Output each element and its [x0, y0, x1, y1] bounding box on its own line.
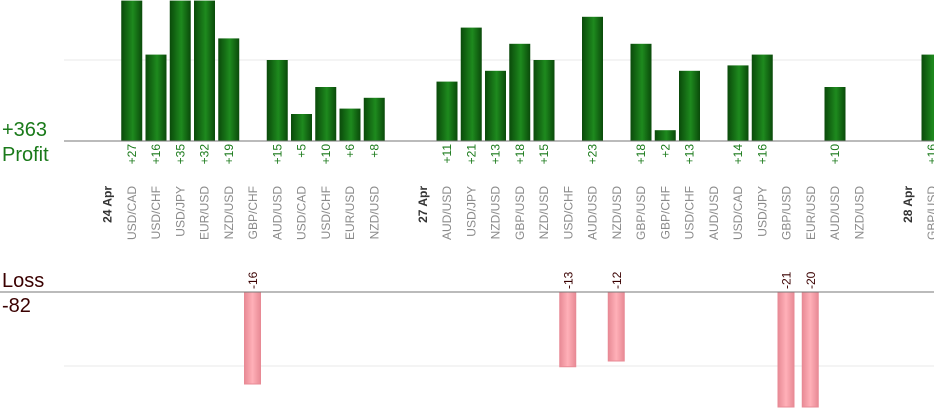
profit-bar	[460, 27, 482, 142]
profit-bar	[291, 114, 312, 141]
profit-bar	[218, 38, 240, 141]
category-label: NZD/USD	[610, 186, 624, 240]
category-label: USD/CHF	[319, 186, 333, 239]
profit-value-label: +18	[634, 144, 648, 165]
profit-bar	[194, 0, 215, 141]
category-label: USD/CAD	[295, 186, 309, 240]
loss-value-label: -12	[610, 271, 624, 289]
category-label: USD/CAD	[125, 186, 139, 240]
category-label: NZD/USD	[489, 186, 503, 240]
profit-value-label: +5	[295, 144, 309, 158]
profit-bar	[824, 87, 846, 141]
profit-bar	[121, 0, 143, 141]
category-label: NZD/USD	[852, 186, 866, 240]
profit-value-label: +21	[464, 144, 478, 165]
loss-value-label: -13	[561, 271, 575, 289]
loss-bar	[777, 291, 795, 408]
category-label: AUD/USD	[828, 186, 842, 240]
category-label: NZD/USD	[222, 186, 236, 240]
profit-bar	[679, 70, 700, 141]
category-label: GBP/USD	[925, 186, 934, 240]
profit-value-label: +27	[125, 144, 139, 165]
profit-value-label: +19	[222, 144, 236, 165]
loss-bar	[607, 291, 625, 362]
profit-value-label: +23	[586, 144, 600, 165]
profit-bar	[315, 87, 337, 141]
profit-value-label: +6	[343, 144, 357, 158]
category-label: AUD/USD	[440, 186, 454, 240]
loss-value-label: -21	[780, 271, 794, 289]
profit-value-label: +10	[319, 144, 333, 165]
profit-bar	[751, 54, 773, 141]
category-label: EUR/USD	[343, 186, 357, 240]
category-label: USD/CHF	[149, 186, 163, 239]
profit-value-label: +32	[198, 144, 212, 165]
total-loss-value: -82	[2, 295, 31, 317]
profit-value-label: +11	[440, 144, 454, 164]
profit-bar	[436, 81, 458, 141]
loss-bar	[244, 291, 261, 385]
profit-bar	[727, 65, 749, 141]
category-label: GBP/USD	[634, 186, 648, 240]
profit-value-label: +35	[173, 144, 187, 165]
category-label: GBP/CHF	[658, 186, 672, 239]
profit-bar	[630, 43, 652, 141]
category-label: AUD/USD	[586, 186, 600, 240]
category-label: NZD/USD	[537, 186, 551, 240]
profit-value-label: +14	[731, 144, 745, 165]
profit-value-label: +13	[683, 144, 697, 165]
loss-bar	[559, 291, 577, 368]
profit-bar	[339, 108, 361, 141]
total-profit-value: +363	[2, 119, 48, 141]
profit-bar	[266, 60, 288, 141]
profit-bar	[363, 97, 385, 141]
category-label: EUR/USD	[198, 186, 212, 240]
profit-value-label: +16	[149, 144, 163, 165]
profit-value-label: +15	[270, 144, 284, 165]
profit-bar	[485, 70, 506, 141]
category-label: NZD/USD	[367, 186, 381, 240]
profit-value-label: +2	[658, 144, 672, 158]
profit-value-label: +16	[925, 144, 934, 165]
profit-bar	[582, 16, 603, 141]
profit-value-label: +16	[755, 144, 769, 165]
category-label: USD/JPY	[464, 186, 478, 237]
profit-bar	[145, 54, 167, 141]
category-label: GBP/CHF	[246, 186, 260, 239]
category-label: USD/JPY	[173, 186, 187, 237]
category-label: EUR/USD	[804, 186, 818, 240]
profit-label: Profit	[2, 144, 49, 166]
profit-bar	[921, 54, 934, 141]
profit-bar	[509, 43, 531, 141]
loss-value-label: -16	[246, 271, 260, 289]
profit-bar	[533, 60, 555, 141]
category-label: USD/CAD	[731, 186, 745, 240]
loss-bar	[801, 291, 819, 408]
date-label: 28 Apr	[901, 186, 915, 223]
loss-value-label: -20	[804, 271, 818, 289]
profit-value-label: +15	[537, 144, 551, 165]
category-label: USD/CHF	[561, 186, 575, 239]
profit-value-label: +10	[828, 144, 842, 165]
category-label: USD/JPY	[755, 186, 769, 237]
category-label: GBP/USD	[513, 186, 527, 240]
loss-label: Loss	[2, 270, 45, 292]
date-label: 27 Apr	[416, 186, 430, 223]
category-label: AUD/USD	[707, 186, 721, 240]
category-label: AUD/USD	[270, 186, 284, 240]
profit-bar	[654, 130, 676, 141]
date-label: 24 Apr	[101, 186, 115, 223]
profit-value-label: +18	[513, 144, 527, 165]
profit-bar	[169, 0, 191, 141]
category-label: GBP/USD	[780, 186, 794, 240]
profit-value-label: +13	[489, 144, 503, 165]
category-label: USD/CHF	[683, 186, 697, 239]
profit-value-label: +8	[367, 144, 381, 158]
